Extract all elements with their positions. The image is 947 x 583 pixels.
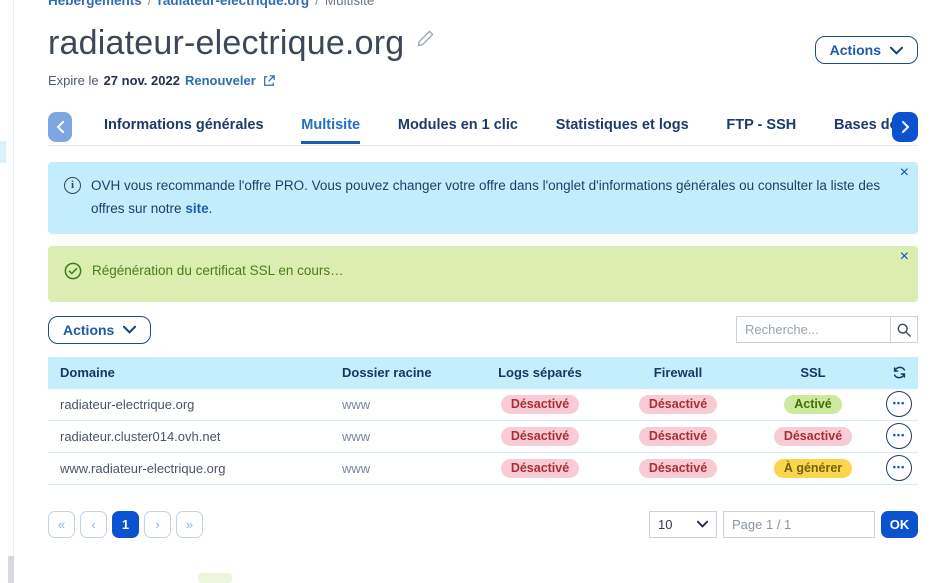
table-header-row: Domaine Dossier racine Logs séparés Fire… <box>48 356 918 389</box>
check-circle-icon <box>64 260 82 288</box>
expiration-line: Expire le 27 nov. 2022 Renouveler <box>48 73 918 88</box>
next-page-button[interactable]: › <box>144 510 171 538</box>
first-page-button[interactable]: « <box>48 510 75 538</box>
pagination: « ‹ 1 › » 10 OK <box>48 510 918 538</box>
logs-status-badge: Désactivé <box>500 458 580 478</box>
info-circle-icon: i <box>64 175 81 221</box>
domains-table: Domaine Dossier racine Logs séparés Fire… <box>48 356 918 485</box>
header-firewall: Firewall <box>653 365 703 381</box>
expire-date: 27 nov. 2022 <box>103 73 180 88</box>
cut-off-bottom-element <box>198 573 232 583</box>
success-banner-text: Régénération du certificat SSL en cours… <box>92 262 344 278</box>
search-input[interactable] <box>736 316 891 344</box>
pagination-controls: 10 OK <box>649 510 918 538</box>
page-title: radiateur-electrique.org <box>48 24 405 62</box>
header-actions-label: Actions <box>829 42 881 58</box>
pager-buttons: « ‹ 1 › » <box>48 510 203 538</box>
chevron-down-icon <box>123 325 137 335</box>
breadcrumb-separator: / <box>147 0 152 8</box>
breadcrumb-current: Multisite <box>324 0 375 8</box>
breadcrumb: Hébergements / radiateur-electrique.org / Mu… <box>48 0 918 8</box>
cell-domain: radiateur.cluster014.ovh.net <box>60 428 221 444</box>
sidebar-edge-highlight <box>0 141 6 163</box>
chevron-down-icon <box>697 520 708 529</box>
renew-link[interactable]: Renouveler <box>184 73 256 88</box>
tab-multisite[interactable]: Multisite <box>301 112 361 144</box>
logs-status-badge: Désactivé <box>500 426 580 446</box>
tabs-scroll-right-button[interactable] <box>892 112 918 142</box>
header-logs-separes: Logs séparés <box>498 365 582 381</box>
row-actions-menu-button[interactable]: ••• <box>886 391 912 418</box>
breadcrumb-link-hebergements[interactable]: Hébergements <box>48 0 142 8</box>
success-banner: Régénération du certificat SSL en cours…… <box>48 245 918 302</box>
refresh-icon <box>892 365 907 380</box>
cell-domain: www.radiateur-electrique.org <box>60 460 226 476</box>
success-banner-close-icon[interactable]: × <box>899 247 909 265</box>
header-actions-button[interactable]: Actions <box>814 36 918 64</box>
ellipsis-icon: ••• <box>892 397 906 408</box>
sidebar-edge-divider <box>13 0 14 583</box>
cell-folder: www <box>342 396 371 412</box>
table-row: www.radiateur-electrique.org www Désacti… <box>48 453 918 485</box>
logs-status-badge: Désactivé <box>500 394 580 414</box>
page-size-value: 10 <box>658 516 673 532</box>
table-row: radiateur-electrique.org www Désactivé D… <box>48 389 918 421</box>
row-actions-menu-button[interactable]: ••• <box>886 455 912 482</box>
breadcrumb-link-domain[interactable]: radiateur-electrique.org <box>157 0 310 8</box>
breadcrumb-separator: / <box>315 0 319 8</box>
info-banner-text: OVH vous recommande l'offre PRO. Vous po… <box>91 178 881 216</box>
cell-folder: www <box>342 428 371 444</box>
table-actions-label: Actions <box>63 321 115 338</box>
tabs-scroll-left-button[interactable] <box>48 112 72 142</box>
title-row: radiateur-electrique.org Actions <box>48 24 918 64</box>
cell-domain: radiateur-electrique.org <box>60 396 195 412</box>
tab-ftp-ssh[interactable]: FTP - SSH <box>726 112 796 144</box>
ssl-status-badge: À générer <box>773 458 853 478</box>
table-toolbar: Actions <box>48 315 918 344</box>
firewall-status-badge: Désactivé <box>638 426 718 446</box>
header-domaine: Domaine <box>60 365 115 381</box>
ok-button[interactable]: OK <box>881 510 918 538</box>
search-group <box>736 316 918 344</box>
search-button[interactable] <box>890 316 918 344</box>
tab-statistiques-et-logs[interactable]: Statistiques et logs <box>556 112 689 144</box>
chevron-down-icon <box>890 46 903 55</box>
ssl-status-badge: Activé <box>784 394 842 414</box>
current-page-button[interactable]: 1 <box>112 510 139 538</box>
firewall-status-badge: Désactivé <box>638 394 718 414</box>
info-banner-close-icon[interactable]: × <box>899 164 909 181</box>
info-banner-site-link[interactable]: site <box>185 200 209 216</box>
header-dossier-racine: Dossier racine <box>342 365 432 381</box>
header-ssl: SSL <box>800 365 826 381</box>
external-link-icon <box>263 74 275 87</box>
firewall-status-badge: Désactivé <box>638 458 718 478</box>
sidebar-edge-bottom <box>8 556 14 583</box>
last-page-button[interactable]: » <box>176 510 203 538</box>
page-info-input[interactable] <box>723 510 875 538</box>
table-row: radiateur.cluster014.ovh.net www Désacti… <box>48 421 918 453</box>
row-actions-menu-button[interactable]: ••• <box>886 423 912 450</box>
tab-informations-generales[interactable]: Informations générales <box>104 112 264 144</box>
expire-prefix: Expire le <box>48 73 99 88</box>
search-icon <box>897 323 911 337</box>
info-banner: i OVH vous recommande l'offre PRO. Vous … <box>48 162 918 234</box>
ssl-status-badge: Désactivé <box>773 426 853 446</box>
page-size-select[interactable]: 10 <box>649 510 717 538</box>
ellipsis-icon: ••• <box>892 461 906 472</box>
tab-bar: Informations générales Multisite Modules… <box>48 112 918 146</box>
tab-modules-en-1-clic[interactable]: Modules en 1 clic <box>398 112 518 144</box>
table-actions-button[interactable]: Actions <box>48 315 152 344</box>
tabs-list: Informations générales Multisite Modules… <box>104 112 914 144</box>
prev-page-button[interactable]: ‹ <box>80 510 107 538</box>
edit-title-icon[interactable] <box>416 29 435 53</box>
refresh-table-button[interactable] <box>892 365 907 380</box>
cell-folder: www <box>342 460 371 476</box>
ellipsis-icon: ••• <box>892 429 906 440</box>
